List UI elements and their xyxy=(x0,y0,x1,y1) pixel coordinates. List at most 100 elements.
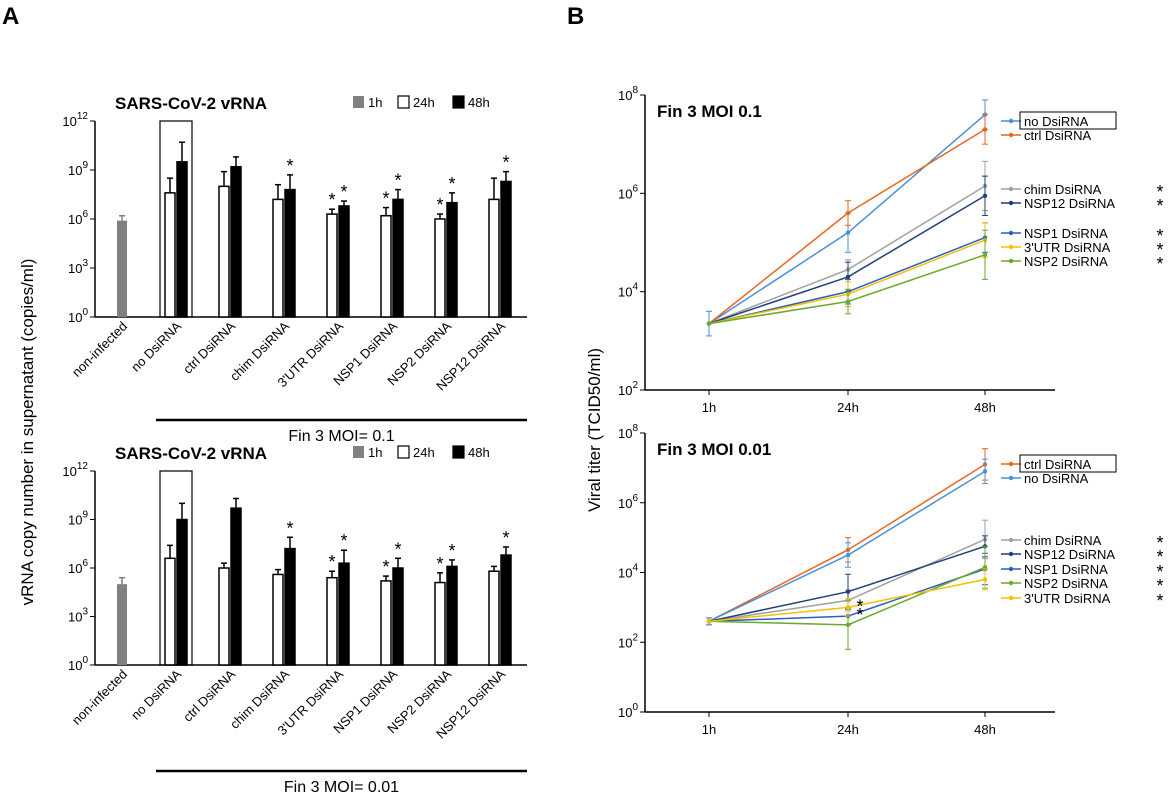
bar-48h-chim-dsirna xyxy=(284,188,296,318)
data-point-ctrl-dsirna xyxy=(845,210,851,216)
x-tick-label-24h: 24h xyxy=(837,722,859,737)
y-tick-label: 106 xyxy=(68,209,88,227)
series-line-nsp1-dsirna xyxy=(708,568,986,623)
legend-marker-ctrl-dsirna xyxy=(1008,461,1014,467)
legend-label-24h: 24h xyxy=(413,95,435,110)
significance-star: * xyxy=(436,195,443,215)
highlight-box xyxy=(159,120,193,318)
significance-star: * xyxy=(328,190,335,210)
y-tick-label: 1012 xyxy=(62,111,88,129)
significance-star: * xyxy=(1156,533,1163,553)
legend-marker-3-utr-dsirna xyxy=(1008,244,1014,250)
legend-label-48h: 48h xyxy=(468,445,490,460)
legend-label-chim-dsirna: chim DsiRNA xyxy=(1024,533,1102,548)
panel-label-a: A xyxy=(2,3,19,30)
group-label: Fin 3 MOI= 0.1 xyxy=(288,428,394,445)
category-label-no-dsirna: no DsiRNA xyxy=(128,318,184,374)
legend-label-3-utr-dsirna: 3'UTR DsiRNA xyxy=(1024,240,1111,255)
legend-marker-nsp1-dsirna xyxy=(1008,566,1014,572)
bar-24h-nsp12-dsirna xyxy=(488,570,500,666)
bar-48h-nsp1-dsirna xyxy=(392,198,404,318)
y-tick-label: 104 xyxy=(618,282,638,300)
bar-48h-nsp1-dsirna xyxy=(392,567,404,666)
significance-star: * xyxy=(1156,196,1163,216)
data-point-nsp2-dsirna xyxy=(982,565,988,570)
bar-48h-3-utr-dsirna xyxy=(338,562,350,666)
significance-star: * xyxy=(286,156,293,176)
category-label-ctrl-dsirna: ctrl DsiRNA xyxy=(180,666,238,724)
legend-marker-nsp12-dsirna xyxy=(1008,551,1014,557)
bar-24h-no-dsirna xyxy=(164,192,176,318)
legend-swatch-1h xyxy=(353,96,364,108)
y-tick-label: 102 xyxy=(618,632,638,650)
significance-star: * xyxy=(1156,226,1163,246)
significance-star: * xyxy=(1156,254,1163,274)
significance-star: * xyxy=(286,518,293,538)
significance-star: * xyxy=(340,182,347,202)
y-axis-title: Viral titer (TCID50/ml) xyxy=(585,348,604,512)
bar-24h-ctrl-dsirna xyxy=(218,185,230,318)
category-label-no-dsirna: no DsiRNA xyxy=(128,666,184,722)
legend-label-nsp1-dsirna: NSP1 DsiRNA xyxy=(1024,562,1108,577)
legend-highlight-box xyxy=(1019,454,1117,473)
significance-star: * xyxy=(1156,576,1163,596)
bar-chart-moi-0-01: 100 103 106 109 1012 SARS-CoV-2 vRNA 1h 24h 48h *… xyxy=(62,444,527,796)
significance-star: * xyxy=(1156,240,1163,260)
legend-label-1h: 1h xyxy=(368,445,382,460)
highlight-box xyxy=(159,470,193,666)
y-tick-label: 103 xyxy=(68,607,88,625)
legend-marker-no-dsirna xyxy=(1008,118,1014,124)
significance-star: * xyxy=(1156,562,1163,582)
data-point-ctrl-dsirna xyxy=(982,127,988,132)
x-tick-label-48h: 48h xyxy=(974,400,996,415)
bar-48h-nsp2-dsirna xyxy=(446,201,458,318)
legend-label-nsp1-dsirna: NSP1 DsiRNA xyxy=(1024,226,1108,241)
legend-marker-nsp2-dsirna xyxy=(1008,580,1014,586)
legend-label-48h: 48h xyxy=(468,95,490,110)
data-point-nsp12-dsirna xyxy=(845,589,851,594)
bar-24h-3-utr-dsirna xyxy=(326,576,338,666)
y-tick-label: 1012 xyxy=(62,461,88,479)
significance-star: * xyxy=(1156,547,1163,567)
bar-48h-nsp12-dsirna xyxy=(500,180,512,318)
y-axis-title: vRNA copy number in supernatant (copies/… xyxy=(18,259,37,606)
bar-24h-nsp12-dsirna xyxy=(488,198,500,318)
legend-label-no-dsirna: no DsiRNA xyxy=(1024,471,1089,486)
legend-marker-ctrl-dsirna xyxy=(1008,132,1014,138)
panel-label-b: B xyxy=(567,3,584,30)
legend-marker-nsp2-dsirna xyxy=(1008,258,1014,264)
x-tick-label-1h: 1h xyxy=(702,722,716,737)
significance-star: * xyxy=(382,557,389,577)
y-tick-label: 106 xyxy=(68,558,88,576)
y-tick-label: 103 xyxy=(68,258,88,276)
bar-1h-non-infected xyxy=(117,220,127,317)
bar-24h-3-utr-dsirna xyxy=(326,213,338,318)
y-tick-label: 104 xyxy=(618,563,638,581)
bar-48h-nsp2-dsirna xyxy=(446,565,458,666)
data-point-3-utr-dsirna xyxy=(845,605,851,610)
y-tick-label: 109 xyxy=(68,510,88,528)
bar-48h-no-dsirna xyxy=(176,161,188,318)
legend-swatch-1h xyxy=(353,446,364,458)
data-point-nsp2-dsirna xyxy=(982,252,988,257)
y-tick-label: 106 xyxy=(618,493,638,511)
bar-24h-nsp2-dsirna xyxy=(434,218,446,318)
significance-star: * xyxy=(394,171,401,191)
group-label: Fin 3 MOI= 0.01 xyxy=(284,779,399,796)
bar-48h-ctrl-dsirna xyxy=(230,165,242,318)
significance-star: * xyxy=(856,605,863,625)
legend-label-ctrl-dsirna: ctrl DsiRNA xyxy=(1024,128,1091,143)
legend-label-nsp2-dsirna: NSP2 DsiRNA xyxy=(1024,254,1108,269)
data-point-nsp12-dsirna xyxy=(982,193,988,198)
bar-48h-nsp12-dsirna xyxy=(500,554,512,666)
category-label-non-infected: non-infected xyxy=(69,319,130,380)
data-point-no-dsirna xyxy=(845,552,851,558)
legend-label-chim-dsirna: chim DsiRNA xyxy=(1024,182,1102,197)
x-tick-label-1h: 1h xyxy=(702,400,716,415)
significance-star: * xyxy=(340,531,347,551)
x-tick-label-48h: 48h xyxy=(974,722,996,737)
legend-swatch-48h xyxy=(452,445,465,459)
legend-label-nsp2-dsirna: NSP2 DsiRNA xyxy=(1024,576,1108,591)
data-point-no-dsirna xyxy=(845,230,851,235)
